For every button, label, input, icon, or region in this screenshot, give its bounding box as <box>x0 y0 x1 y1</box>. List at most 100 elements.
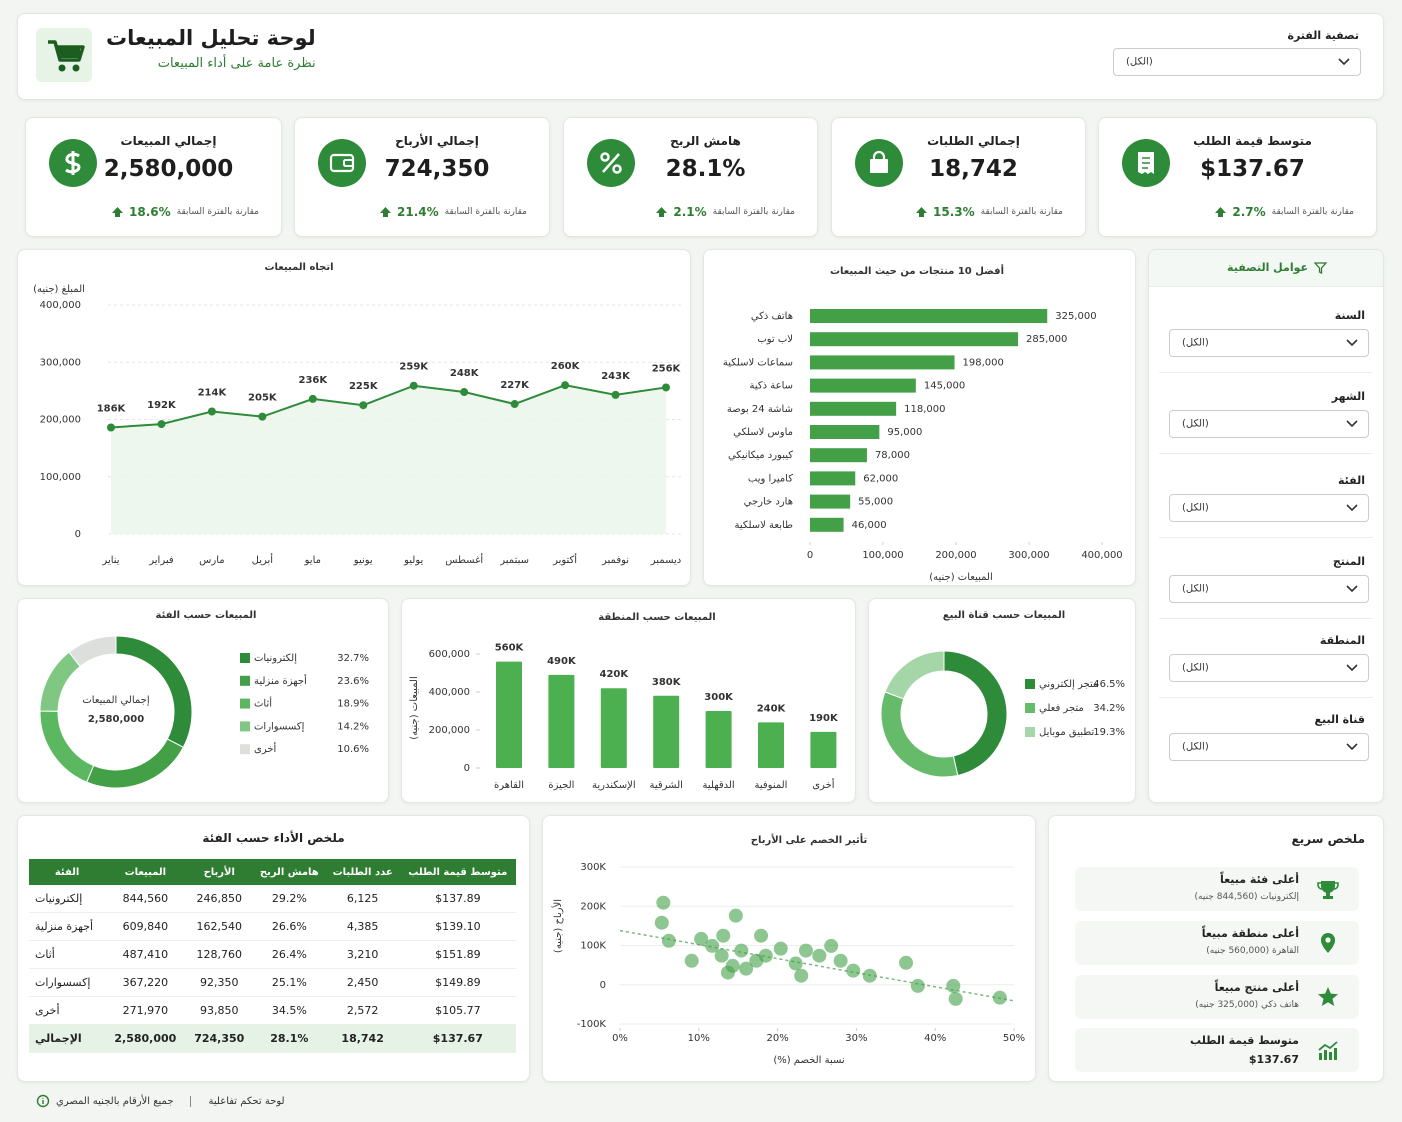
y-tick-label: 600,000 <box>429 649 470 660</box>
kpi-compare: مقارنة بالفترة السابقة 21.4% <box>380 205 527 219</box>
center-value: 2,580,000 <box>88 714 144 725</box>
summary-item-title: أعلى منتج مبيعاً <box>1214 981 1299 994</box>
summary-item-title: متوسط قيمة الطلب <box>1190 1034 1299 1047</box>
category-label: هاتف ذكي <box>751 311 793 322</box>
select-value: (الكل) <box>1182 418 1209 430</box>
x-tick-label: سبتمبر <box>499 555 529 566</box>
separator <box>1159 453 1373 454</box>
table-title: ملخص الأداء حسب الفئة <box>202 831 345 845</box>
x-tick-label: 100,000 <box>862 550 903 561</box>
data-label: 145,000 <box>924 381 965 392</box>
line-chart: اتجاه المبيعات المبلغ (جنيه) 0 100,000 200,0… <box>33 262 681 566</box>
category-label: شاشة 24 بوصة <box>727 404 793 415</box>
legend-swatch <box>1025 727 1035 737</box>
x-tick-label: 300,000 <box>1008 550 1049 561</box>
y-tick-label: 0 <box>464 763 470 774</box>
point <box>157 420 166 429</box>
chart-title: المبيعات حسب الفئة <box>156 610 257 621</box>
category-label: الإسكندرية <box>592 780 636 791</box>
legend-value: 14.2% <box>337 721 369 732</box>
data-label: 46,000 <box>852 520 887 531</box>
kpi-value: $137.67 <box>1200 156 1305 182</box>
filter-label: المنتج <box>1332 555 1365 568</box>
data-label: 560K <box>495 643 525 654</box>
slice <box>880 691 959 778</box>
chevron <box>1346 420 1358 428</box>
y-tick-label: -100K <box>577 1019 607 1030</box>
bar <box>810 731 837 768</box>
icon <box>1122 139 1170 187</box>
category-label: هارد خارجي <box>744 497 793 508</box>
point <box>812 948 827 963</box>
kpi-icon <box>1121 138 1171 188</box>
table-row: أجهزة منزلية 609,840 162,540 26.6% 4,385 $139… <box>29 912 516 941</box>
column-header: المبيعات <box>105 859 186 885</box>
table-card: ملخص الأداء حسب الفئة الفئة المبيعات الأرب… <box>17 815 530 1082</box>
point <box>992 990 1007 1005</box>
summary-item-title: أعلى منطقة مبيعاً <box>1201 927 1299 940</box>
x-tick-label: 50% <box>1003 1033 1025 1044</box>
kpi-card: إجمالي الطلبات 18,742 مقارنة بالفترة الساب… <box>831 117 1086 237</box>
chevron <box>1346 664 1358 672</box>
x-tick-label: مايو <box>304 555 321 566</box>
footer-label: لوحة تحكم تفاعلية <box>208 1095 285 1107</box>
bar <box>600 688 627 768</box>
kpi-card: إجمالي المبيعات 2,580,000 مقارنة بالفترة ا… <box>25 117 282 237</box>
filters-card: عوامل التصفية السنة (الكل) الشهر (الكل) الفئة… <box>1148 249 1384 803</box>
filter-select[interactable]: (الكل) <box>1169 329 1369 357</box>
point <box>773 941 788 956</box>
chart-title: اتجاه المبيعات <box>264 262 333 273</box>
category-label: الشرقية <box>649 780 682 791</box>
data-label: 240K <box>757 703 787 714</box>
table-cell: $151.89 <box>399 940 516 969</box>
total-cell: 2,580,000 <box>105 1024 186 1053</box>
bar <box>705 711 732 768</box>
x-tick-label: 200,000 <box>935 550 976 561</box>
total-cell: $137.67 <box>399 1024 516 1053</box>
filter-select[interactable]: (الكل) <box>1169 494 1369 522</box>
bar-chart: المبيعات حسب المنطقة المبيعات (جنيه) 0 200,… <box>409 612 839 791</box>
legend-label: إكسسوارات <box>254 721 305 732</box>
category-card: المبيعات حسب الفئة إلكترونيات 32.7% أجهزة م… <box>17 598 389 803</box>
line <box>110 384 667 429</box>
point <box>862 968 877 983</box>
kpi-card: هامش الربح 28.1% مقارنة بالفترة السابقة 2.1… <box>563 117 818 237</box>
filter-select[interactable]: (الكل) <box>1169 575 1369 603</box>
summary-item-title: أعلى فئة مبيعاً <box>1219 873 1299 886</box>
kpi-icon <box>317 138 367 188</box>
table-cell: 2,450 <box>325 968 400 997</box>
period-select[interactable]: (الكل) <box>1113 48 1361 76</box>
data-label: 190K <box>809 713 839 724</box>
kpi-value: 18,742 <box>929 156 1018 182</box>
up-arrow <box>1215 207 1227 217</box>
x-tick-label: 400,000 <box>1081 550 1122 561</box>
y-tick-label: 0 <box>600 980 606 991</box>
summary-title: ملخص سريع <box>1291 832 1366 846</box>
bar <box>810 401 897 416</box>
point <box>946 978 961 993</box>
summary-item-detail: القاهرة (560,000 جنيه) <box>1206 946 1299 956</box>
footer-note: جميع الأرقام بالجنيه المصري <box>56 1095 191 1107</box>
icon <box>855 139 903 187</box>
data-label: 300K <box>704 692 734 703</box>
filter-select[interactable]: (الكل) <box>1169 733 1369 761</box>
filter-select[interactable]: (الكل) <box>1169 654 1369 682</box>
filter-select[interactable]: (الكل) <box>1169 410 1369 438</box>
chart-title: أفضل 10 منتجات من حيث المبيعات <box>830 264 1004 277</box>
header-row: الفئة المبيعات الأرباح هامش الربح عدد الطلبا… <box>29 859 516 885</box>
sales-trend-card: اتجاه المبيعات المبلغ (جنيه) 0 100,000 200,0… <box>17 249 691 586</box>
filter-label: الفئة <box>1338 474 1365 487</box>
filters-header: عوامل التصفية <box>1149 250 1383 287</box>
point <box>716 928 731 943</box>
chevron <box>1346 743 1358 751</box>
table-cell: أجهزة منزلية <box>29 912 106 941</box>
data-label: 227K <box>500 380 530 391</box>
slice <box>86 738 184 789</box>
bar <box>810 517 844 532</box>
point <box>662 383 670 392</box>
icon <box>1318 987 1338 1006</box>
info-icon <box>36 1094 50 1108</box>
table-cell: 93,850 <box>185 996 253 1025</box>
select-value: (الكل) <box>1182 583 1209 595</box>
icon <box>1318 1041 1338 1060</box>
